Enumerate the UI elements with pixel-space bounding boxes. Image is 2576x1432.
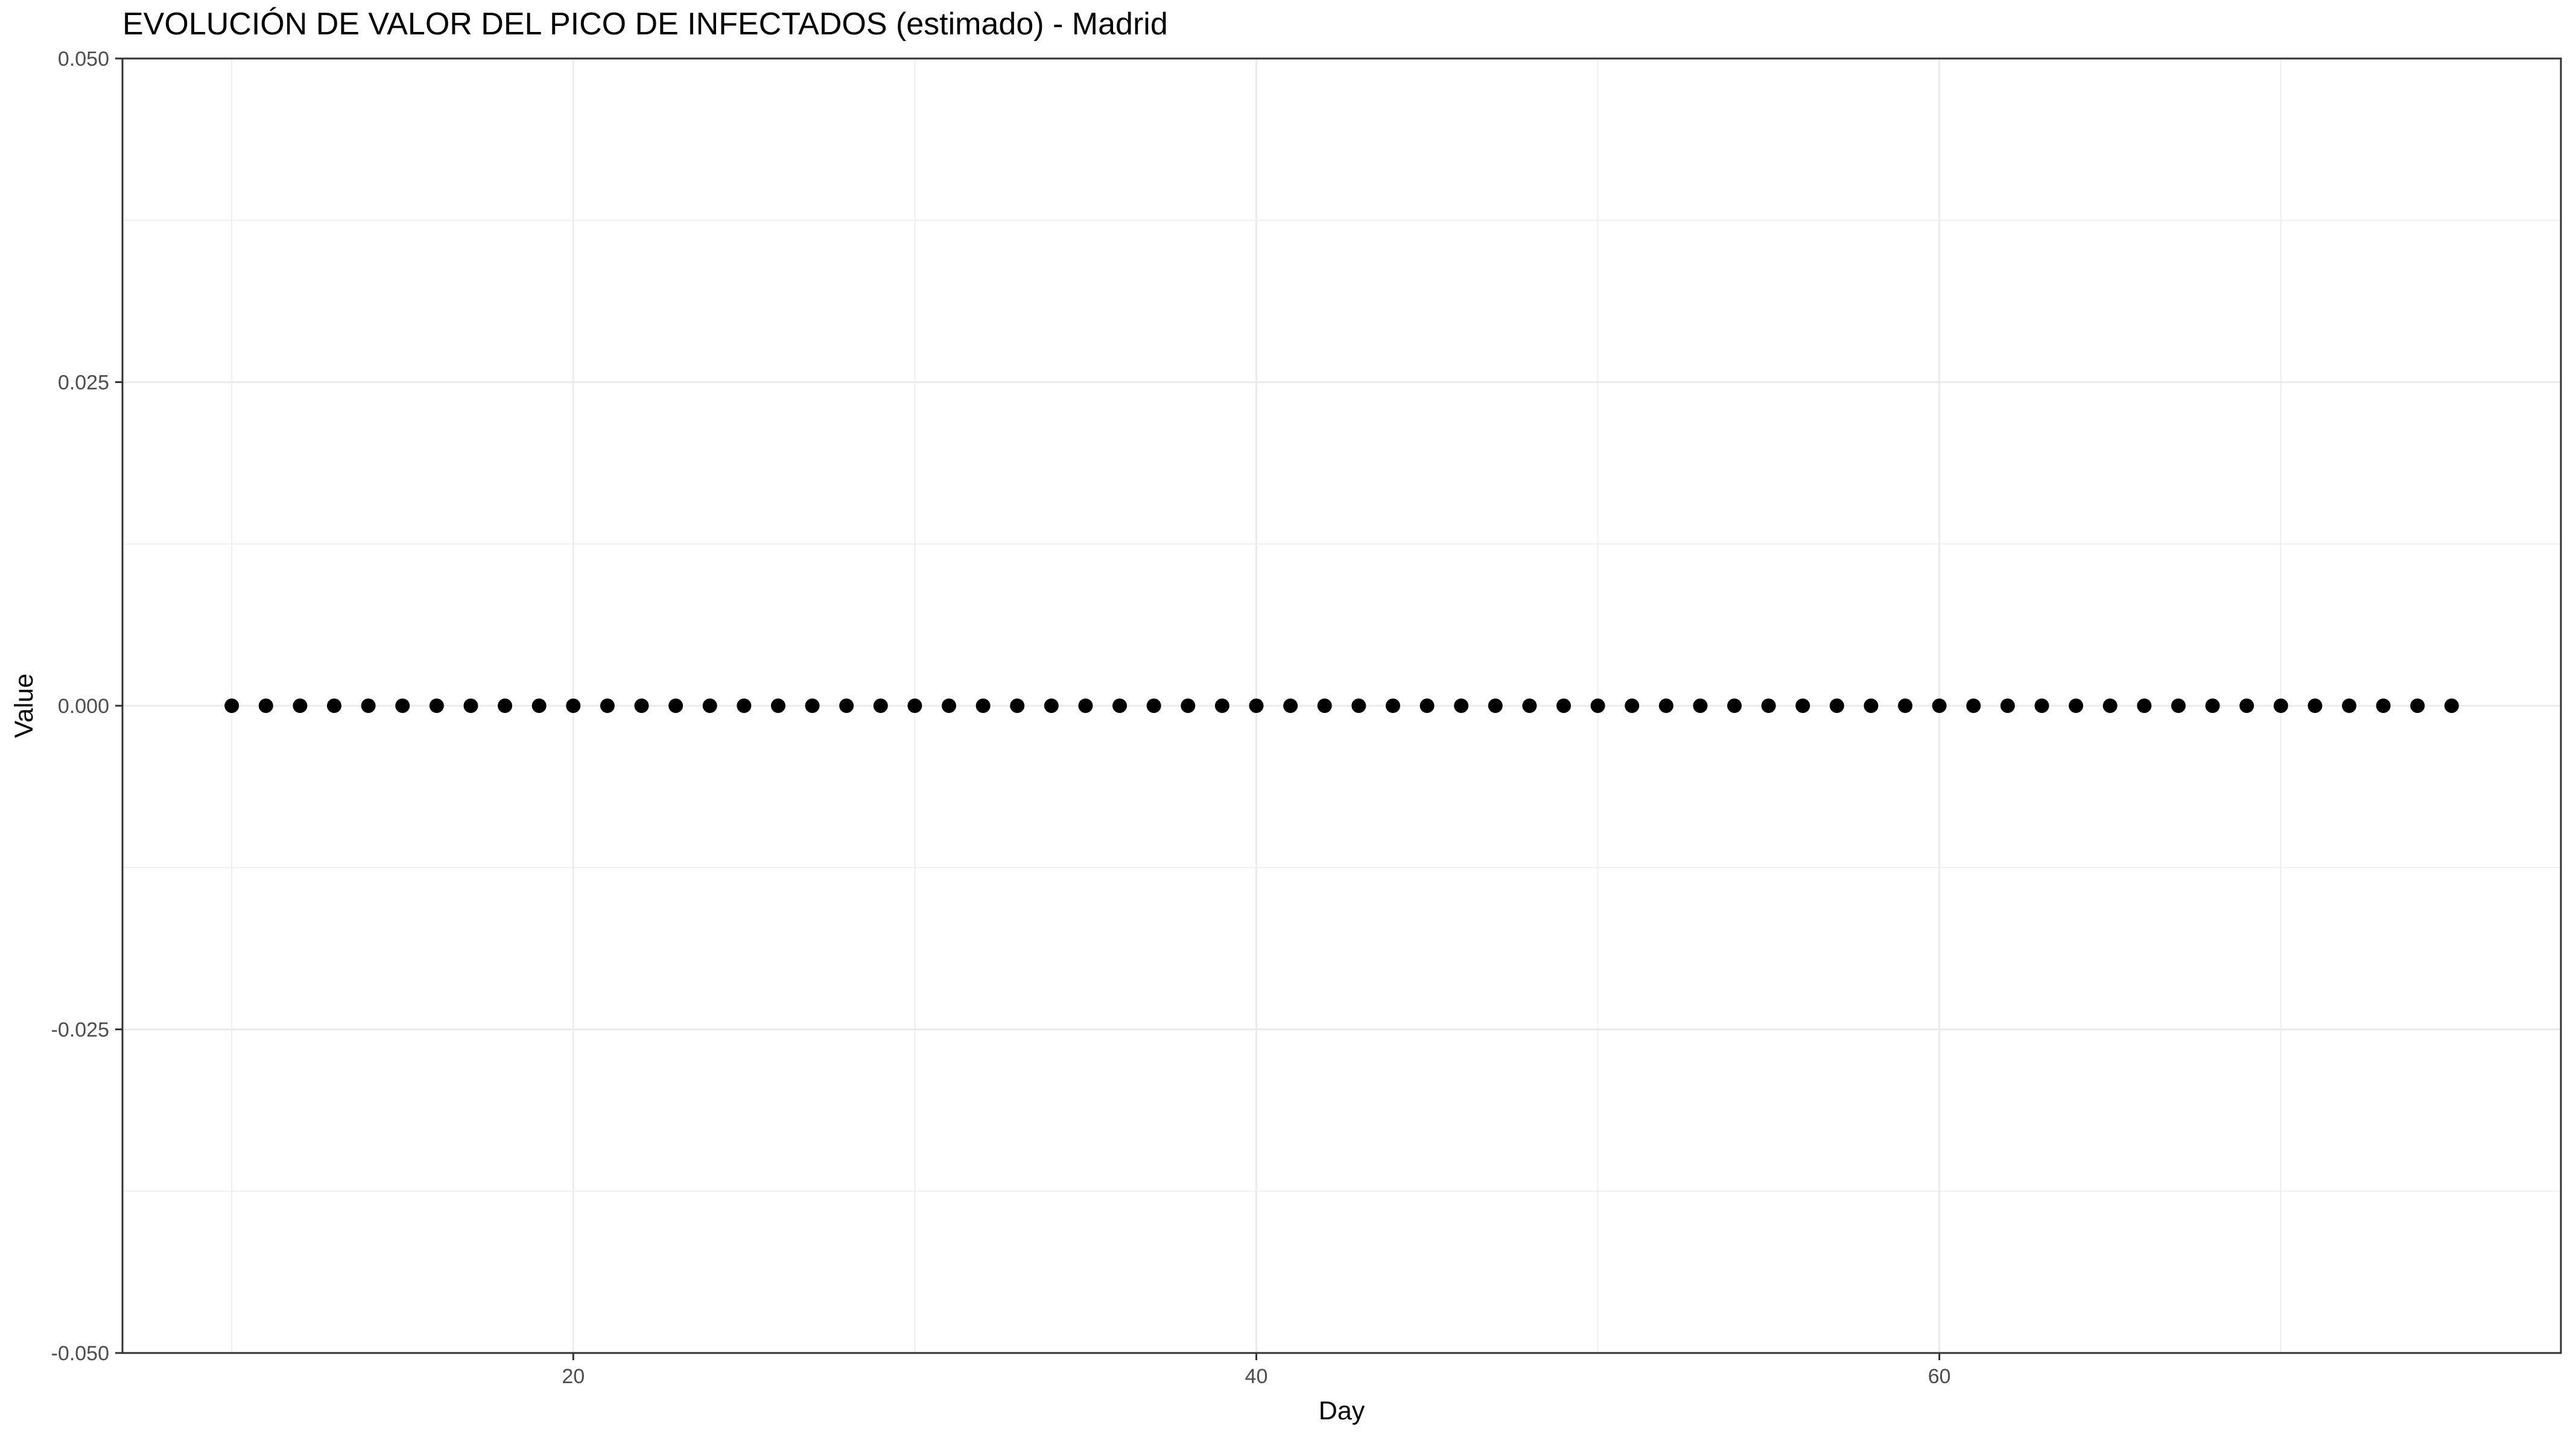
data-point	[463, 699, 478, 713]
x-tick-label: 40	[1245, 1365, 1268, 1388]
data-point	[2102, 699, 2118, 713]
data-point	[634, 699, 649, 713]
data-point	[1112, 699, 1128, 713]
axis-ticks: 20 40 60 -0.050 -0.025 0.000 0.025 0.050	[51, 48, 1951, 1388]
data-point	[1488, 699, 1503, 713]
data-point	[1078, 699, 1093, 713]
y-axis-title: Value	[10, 674, 39, 738]
data-point	[873, 699, 888, 713]
data-point	[2171, 699, 2186, 713]
data-point	[498, 699, 513, 713]
data-point	[1249, 699, 1264, 713]
data-point	[1146, 699, 1161, 713]
data-point	[395, 699, 410, 713]
data-point	[1727, 699, 1742, 713]
data-point	[1181, 699, 1196, 713]
data-point	[2410, 699, 2425, 713]
data-point	[1761, 699, 1776, 713]
data-point	[429, 699, 444, 713]
data-point	[2273, 699, 2288, 713]
data-point	[976, 699, 991, 713]
data-point	[1044, 699, 1059, 713]
data-point	[737, 699, 752, 713]
data-point	[1385, 699, 1400, 713]
data-point	[1658, 699, 1673, 713]
data-point	[1625, 699, 1640, 713]
y-tick-label: 0.000	[58, 695, 109, 718]
data-point	[2444, 699, 2459, 713]
x-axis-title: Day	[1319, 1396, 1365, 1425]
data-point	[1556, 699, 1571, 713]
data-point	[2239, 699, 2254, 713]
data-point	[2069, 699, 2084, 713]
chart-title: EVOLUCIÓN DE VALOR DEL PICO DE INFECTADO…	[122, 7, 1168, 42]
data-point	[1590, 699, 1605, 713]
data-point	[1966, 699, 1981, 713]
data-point	[293, 699, 308, 713]
data-point	[805, 699, 820, 713]
data-point	[702, 699, 717, 713]
data-point	[1522, 699, 1537, 713]
data-point	[1454, 699, 1469, 713]
data-point	[600, 699, 615, 713]
data-point	[224, 699, 240, 713]
data-point	[1214, 699, 1229, 713]
data-point	[2376, 699, 2391, 713]
data-point	[1420, 699, 1435, 713]
data-point	[326, 699, 341, 713]
data-point	[2137, 699, 2152, 713]
data-point	[1795, 699, 1810, 713]
data-point	[361, 699, 376, 713]
data-point	[1829, 699, 1844, 713]
data-point	[1283, 699, 1298, 713]
data-point	[1317, 699, 1332, 713]
data-point	[2000, 699, 2015, 713]
data-point	[2342, 699, 2357, 713]
x-tick-label: 20	[562, 1365, 585, 1388]
data-point	[1932, 699, 1947, 713]
grid-lines	[122, 57, 2561, 1354]
data-point	[566, 699, 581, 713]
data-point	[2034, 699, 2049, 713]
y-tick-label: -0.050	[51, 1342, 109, 1365]
data-point	[531, 699, 547, 713]
x-tick-label: 60	[1928, 1365, 1951, 1388]
data-point	[2205, 699, 2220, 713]
data-point	[839, 699, 854, 713]
data-point	[2308, 699, 2323, 713]
data-point	[668, 699, 684, 713]
data-points	[224, 699, 2459, 713]
y-tick-label: 0.025	[58, 372, 109, 394]
data-point	[1693, 699, 1708, 713]
data-point	[1010, 699, 1025, 713]
y-tick-label: -0.025	[51, 1019, 109, 1042]
data-point	[1351, 699, 1366, 713]
data-point	[941, 699, 956, 713]
data-point	[770, 699, 785, 713]
y-tick-label: 0.050	[58, 48, 109, 71]
data-point	[1864, 699, 1879, 713]
data-point	[907, 699, 922, 713]
data-point	[1898, 699, 1913, 713]
data-point	[258, 699, 273, 713]
